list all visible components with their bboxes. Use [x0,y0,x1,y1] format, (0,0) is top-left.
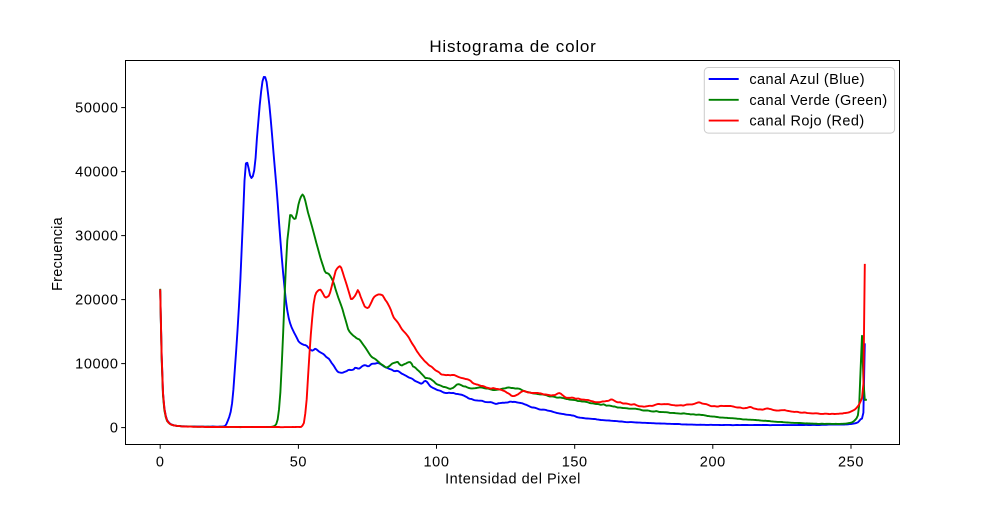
svg-text:50000: 50000 [75,101,118,117]
svg-text:0: 0 [110,421,119,437]
svg-text:Intensidad del Pixel: Intensidad del Pixel [445,472,581,488]
svg-text:200: 200 [700,455,726,471]
svg-text:canal Verde (Green): canal Verde (Green) [749,93,887,109]
svg-text:canal Azul (Blue): canal Azul (Blue) [749,72,865,88]
svg-text:250: 250 [838,455,864,471]
svg-text:0: 0 [156,455,165,471]
svg-text:Frecuencia: Frecuencia [50,216,66,290]
svg-text:canal Rojo (Red): canal Rojo (Red) [749,114,864,130]
svg-text:50: 50 [290,455,307,471]
svg-text:10000: 10000 [75,357,118,373]
svg-text:100: 100 [424,455,450,471]
svg-text:20000: 20000 [75,293,118,309]
svg-text:150: 150 [562,455,588,471]
svg-text:40000: 40000 [75,165,118,181]
svg-text:30000: 30000 [75,229,118,245]
svg-text:Histograma de color: Histograma de color [429,37,596,56]
